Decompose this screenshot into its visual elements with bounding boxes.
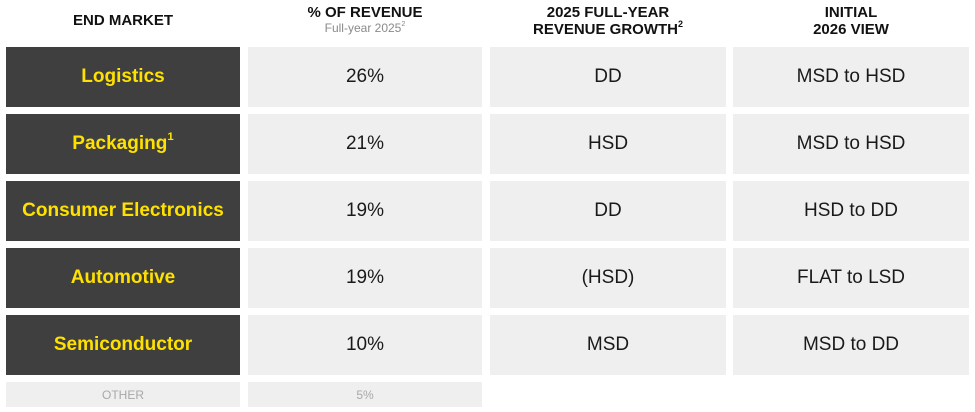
- view-2026-cell: MSD to HSD: [733, 114, 969, 174]
- revenue-share-cell: 19%: [248, 248, 482, 308]
- revenue-growth-cell: DD: [490, 47, 726, 107]
- footnote-marker: 1: [167, 130, 174, 143]
- header-end-market-label: END MARKET: [73, 12, 173, 29]
- view-2026-cell: HSD to DD: [733, 181, 969, 241]
- market-cell-consumer-electronics: Consumer Electronics: [6, 181, 240, 241]
- market-label: Automotive: [70, 267, 176, 288]
- header-2026-view-line1: INITIAL: [824, 4, 878, 21]
- revenue-share-cell: 10%: [248, 315, 482, 375]
- footnote-marker: 2: [401, 18, 406, 28]
- header-end-market: END MARKET: [6, 12, 240, 29]
- footnote-marker: 2: [678, 18, 684, 29]
- market-cell-automotive: Automotive: [6, 248, 240, 308]
- header-revenue-growth: 2025 FULL-YEAR REVENUE GROWTH2: [490, 4, 726, 38]
- market-label: Consumer Electronics: [22, 200, 224, 221]
- market-cell-semiconductor: Semiconductor: [6, 315, 240, 375]
- revenue-share-cell-other: 5%: [248, 382, 482, 407]
- market-cell-packaging: Packaging1: [6, 114, 240, 174]
- header-2026-view: INITIAL 2026 VIEW: [733, 4, 969, 38]
- market-label: Packaging1: [72, 130, 174, 154]
- view-2026-cell: MSD to DD: [733, 315, 969, 375]
- revenue-growth-cell: MSD: [490, 315, 726, 375]
- revenue-growth-cell: (HSD): [490, 248, 726, 308]
- header-revenue-share-label: % OF REVENUE: [307, 4, 423, 21]
- revenue-share-cell: 19%: [248, 181, 482, 241]
- header-2026-view-line2: 2026 VIEW: [813, 21, 889, 38]
- market-cell-logistics: Logistics: [6, 47, 240, 107]
- view-2026-cell: FLAT to LSD: [733, 248, 969, 308]
- market-label: Logistics: [81, 66, 165, 87]
- market-label: Semiconductor: [53, 334, 193, 355]
- header-revenue-growth-line1: 2025 FULL-YEAR: [546, 4, 670, 21]
- header-revenue-growth-line2: REVENUE GROWTH2: [532, 18, 684, 38]
- header-revenue-share: % OF REVENUE Full-year 20252: [248, 4, 482, 35]
- market-cell-other: OTHER: [6, 382, 240, 407]
- revenue-share-cell: 21%: [248, 114, 482, 174]
- revenue-share-cell: 26%: [248, 47, 482, 107]
- revenue-growth-cell: HSD: [490, 114, 726, 174]
- revenue-growth-cell: DD: [490, 181, 726, 241]
- view-2026-cell: MSD to HSD: [733, 47, 969, 107]
- header-revenue-share-sub: Full-year 20252: [324, 18, 406, 35]
